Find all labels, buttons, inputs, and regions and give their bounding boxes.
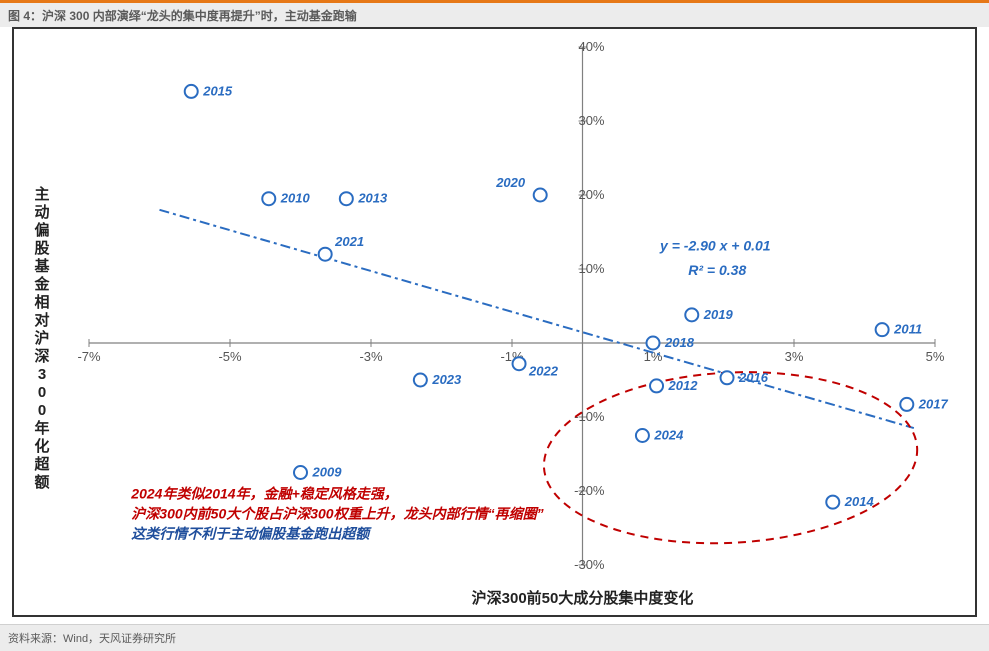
point-label: 2021 xyxy=(334,234,364,249)
point-label: 2015 xyxy=(202,83,233,98)
svg-text:化: 化 xyxy=(34,437,49,455)
data-point xyxy=(650,379,663,392)
svg-text:-5%: -5% xyxy=(218,349,242,364)
point-label: 2024 xyxy=(653,428,684,443)
point-label: 2020 xyxy=(495,175,526,190)
data-point xyxy=(876,323,889,336)
point-label: 2016 xyxy=(738,370,769,385)
svg-text:额: 额 xyxy=(34,473,49,491)
data-point xyxy=(826,496,839,509)
title-bar: 图 4：沪深 300 内部演绎“龙头的集中度再提升”时，主动基金跑输 xyxy=(0,0,989,27)
data-point xyxy=(340,192,353,205)
annotation-line-2: 沪深300内前50大个股占沪深300权重上升，龙头内部行情“再缩圈” xyxy=(131,505,543,521)
svg-text:金: 金 xyxy=(33,275,50,293)
point-label: 2009 xyxy=(312,465,343,480)
figure-title: 图 4：沪深 300 内部演绎“龙头的集中度再提升”时，主动基金跑输 xyxy=(8,7,357,24)
point-label: 2022 xyxy=(528,364,559,379)
point-label: 2023 xyxy=(431,372,462,387)
svg-text:3%: 3% xyxy=(785,349,804,364)
svg-text:10%: 10% xyxy=(578,261,604,276)
data-point xyxy=(636,429,649,442)
point-label: 2017 xyxy=(918,396,949,411)
annotation-line-1: 2024年类似2014年，金融+稳定风格走强， xyxy=(130,485,397,501)
regression-equation: y = -2.90 x + 0.01 xyxy=(659,238,771,254)
data-point xyxy=(513,357,526,370)
data-point xyxy=(262,192,275,205)
svg-text:偏: 偏 xyxy=(34,221,49,239)
svg-text:30%: 30% xyxy=(578,113,604,128)
svg-text:40%: 40% xyxy=(578,39,604,54)
source-text: 资料来源：Wind，天风证券研究所 xyxy=(8,630,176,646)
point-label: 2010 xyxy=(280,191,311,206)
regression-r2: R² = 0.38 xyxy=(688,262,746,278)
data-point xyxy=(319,248,332,261)
point-label: 2014 xyxy=(844,494,875,509)
svg-text:超: 超 xyxy=(33,455,50,473)
data-point xyxy=(685,308,698,321)
svg-text:-30%: -30% xyxy=(574,557,605,572)
svg-text:股: 股 xyxy=(34,240,50,257)
svg-text:5%: 5% xyxy=(926,349,945,364)
point-label: 2011 xyxy=(893,322,922,337)
svg-text:相: 相 xyxy=(34,293,49,311)
svg-text:0: 0 xyxy=(38,402,46,419)
point-label: 2019 xyxy=(703,307,734,322)
data-point xyxy=(721,371,734,384)
data-point xyxy=(900,398,913,411)
svg-text:基: 基 xyxy=(33,257,50,275)
svg-text:深: 深 xyxy=(34,347,49,365)
svg-text:-7%: -7% xyxy=(77,349,101,364)
figure-wrap: 图 4：沪深 300 内部演绎“龙头的集中度再提升”时，主动基金跑输 -7% -5… xyxy=(0,0,989,651)
data-point xyxy=(534,189,547,202)
data-point xyxy=(647,337,660,350)
point-label: 2012 xyxy=(668,378,699,393)
data-point xyxy=(185,85,198,98)
x-axis-label: 沪深300前50大成分股集中度变化 xyxy=(472,589,694,607)
svg-text:动: 动 xyxy=(34,203,49,221)
annotation-line-3: 这类行情不利于主动偏股基金跑出超额 xyxy=(131,525,372,541)
svg-text:-20%: -20% xyxy=(574,483,605,498)
data-point xyxy=(294,466,307,479)
svg-text:-3%: -3% xyxy=(359,349,383,364)
svg-text:3: 3 xyxy=(38,366,46,383)
svg-text:对: 对 xyxy=(34,311,49,329)
point-label: 2018 xyxy=(664,335,695,350)
svg-text:20%: 20% xyxy=(578,187,604,202)
svg-text:沪: 沪 xyxy=(34,329,49,347)
svg-text:0: 0 xyxy=(38,384,46,401)
scatter-chart: -7%-5%-3%-1%1%3%5%-30%-20%-10%10%20%30%4… xyxy=(14,29,975,613)
footer-bar: 资料来源：Wind，天风证券研究所 xyxy=(0,624,989,651)
data-point xyxy=(414,374,427,387)
svg-text:年: 年 xyxy=(34,419,49,437)
svg-text:主: 主 xyxy=(34,185,49,203)
point-label: 2013 xyxy=(357,191,388,206)
chart-frame: -7%-5%-3%-1%1%3%5%-30%-20%-10%10%20%30%4… xyxy=(12,27,977,617)
svg-text:-10%: -10% xyxy=(574,409,605,424)
